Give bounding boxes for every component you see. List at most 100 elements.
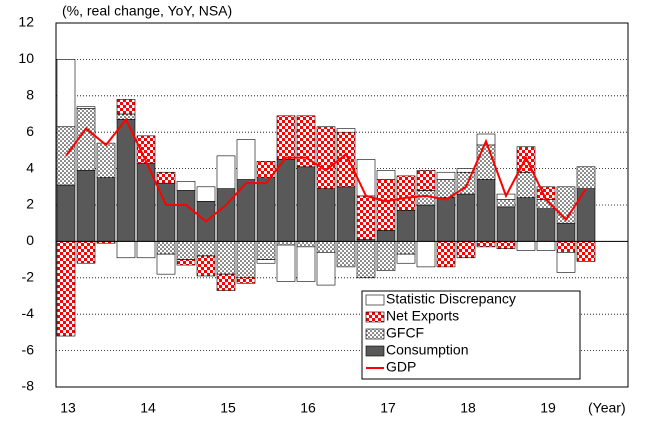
bar <box>196 255 216 277</box>
bar <box>576 241 596 262</box>
bar <box>336 128 356 133</box>
bar <box>236 277 256 284</box>
x-tick-label: 16 <box>300 400 316 416</box>
bar <box>476 144 496 180</box>
bar <box>296 166 316 242</box>
bar <box>496 206 516 242</box>
bar <box>396 253 416 264</box>
bar <box>356 159 376 197</box>
bar <box>96 142 116 178</box>
bar <box>316 126 336 189</box>
bar <box>516 171 536 199</box>
bar <box>556 222 576 242</box>
bar <box>376 179 396 231</box>
bar <box>256 259 276 264</box>
bar <box>416 241 436 268</box>
y-tick-label: -6 <box>22 341 35 357</box>
bar <box>316 241 336 253</box>
bar <box>276 159 296 242</box>
gdp-line <box>65 117 587 223</box>
bar <box>176 241 196 260</box>
bar <box>176 190 196 242</box>
bar <box>436 241 456 268</box>
bar <box>56 59 76 128</box>
bar <box>156 171 176 184</box>
bar <box>556 252 576 273</box>
bar <box>216 273 236 291</box>
y-tick-label: 10 <box>18 50 34 66</box>
bar <box>296 246 316 282</box>
bar <box>296 241 316 248</box>
bar <box>76 108 96 171</box>
legend-label: Consumption <box>386 342 469 358</box>
y-axis-label: (%, real change, YoY, NSA) <box>62 3 232 19</box>
bar <box>476 241 496 248</box>
bar <box>56 184 76 242</box>
bar <box>236 241 256 279</box>
x-axis-label: (Year) <box>588 400 626 416</box>
legend-swatch <box>365 311 385 323</box>
plot-frame <box>55 22 629 388</box>
bar <box>76 106 96 109</box>
y-tick-label: 12 <box>18 14 34 30</box>
bar <box>396 241 416 255</box>
bar <box>196 241 216 257</box>
bar <box>176 259 196 266</box>
bar <box>116 119 136 242</box>
bar <box>316 188 336 242</box>
bar <box>536 241 556 251</box>
bar <box>456 193 476 242</box>
bar <box>496 199 516 208</box>
y-tick-label: -4 <box>22 305 35 321</box>
legend-label: GDP <box>386 359 416 375</box>
bar <box>376 170 396 180</box>
bar <box>416 170 436 191</box>
bar <box>156 241 176 255</box>
bar <box>516 241 536 251</box>
bar <box>276 241 296 246</box>
bar <box>556 241 576 253</box>
bar <box>576 166 596 189</box>
bar <box>376 230 396 242</box>
legend-swatch <box>365 294 385 306</box>
bar <box>256 177 276 242</box>
y-tick-label: -8 <box>22 378 35 394</box>
bar <box>416 204 436 242</box>
bar <box>436 171 456 180</box>
bar <box>116 99 136 115</box>
legend-label: Statistic Discrepancy <box>386 291 516 307</box>
bar <box>276 244 296 282</box>
bar <box>396 175 416 211</box>
bar <box>436 197 456 242</box>
legend-label: Net Exports <box>386 308 459 324</box>
bar <box>336 241 356 268</box>
bar <box>76 170 96 242</box>
legend-label: GFCF <box>386 325 424 341</box>
y-tick-label: 6 <box>26 123 34 139</box>
bar <box>456 168 476 173</box>
y-tick-label: -2 <box>22 269 35 285</box>
bar <box>516 197 536 242</box>
y-tick-label: 2 <box>26 196 34 212</box>
bar <box>196 186 216 202</box>
bar <box>296 115 316 168</box>
bar <box>216 155 236 189</box>
bar <box>136 241 156 259</box>
bar <box>496 241 516 249</box>
bar <box>256 161 276 179</box>
x-tick-label: 19 <box>540 400 556 416</box>
bar <box>356 195 376 240</box>
bar <box>476 179 496 242</box>
x-tick-label: 14 <box>140 400 156 416</box>
x-tick-label: 18 <box>460 400 476 416</box>
bar <box>336 186 356 242</box>
bar <box>316 252 336 286</box>
x-tick-label: 13 <box>60 400 76 416</box>
bar <box>256 241 276 260</box>
bar <box>536 208 556 242</box>
bar <box>76 241 96 264</box>
y-tick-label: 4 <box>26 159 34 175</box>
bar <box>176 181 196 191</box>
y-tick-label: 0 <box>26 232 34 248</box>
